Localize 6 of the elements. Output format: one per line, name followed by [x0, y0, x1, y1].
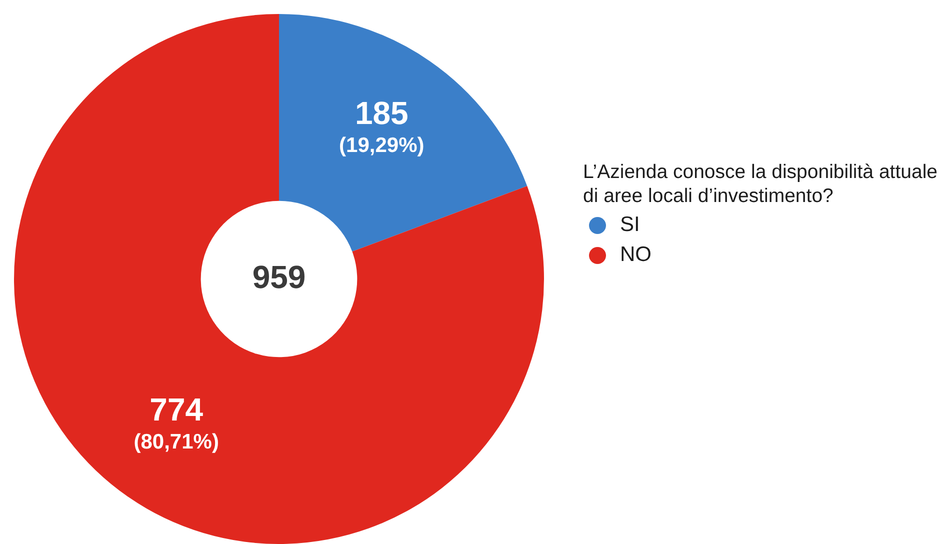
- data-label: 185 (19,29%): [339, 95, 424, 158]
- legend-title: L’Azienda conosce la disponibilità attuale di aree locali d’investimento?: [583, 160, 938, 208]
- data-label: 774 (80,71%): [134, 391, 219, 454]
- text: 959: [252, 258, 306, 295]
- legend-label: NO: [620, 243, 652, 267]
- legend-label: SI: [620, 213, 640, 237]
